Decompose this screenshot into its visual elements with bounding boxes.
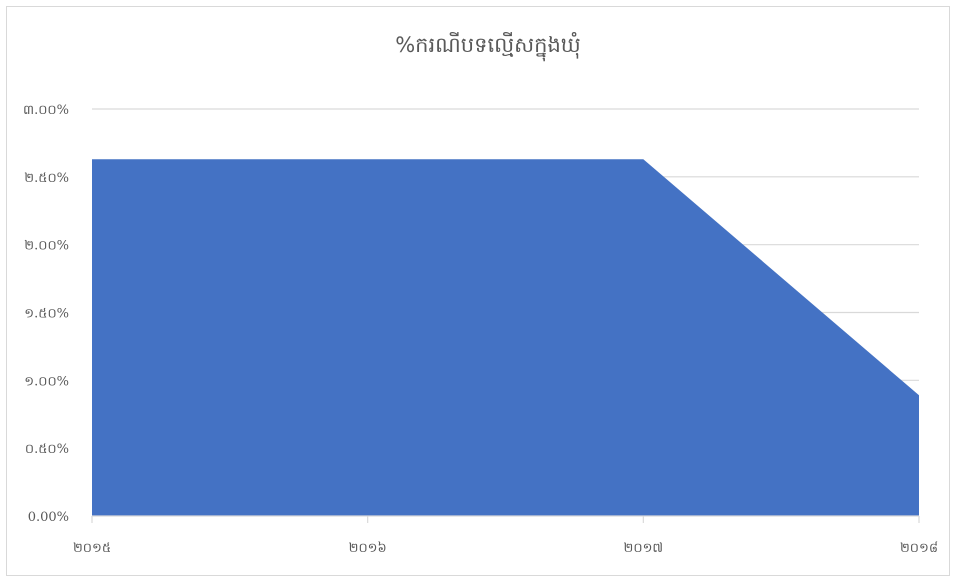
area-series [92,159,919,517]
chart-title: %ករណីបទល្មើសក្នុងឃុំ [395,32,581,62]
x-tick-label: ២០១៧ [624,541,664,556]
y-tick-label: ៣.០០% [23,103,69,118]
y-tick-label: ២.៥០% [24,171,69,186]
x-tick-label: ២០១៥ [73,541,111,556]
y-tick-label: ១.០០% [24,374,69,389]
plot-area [92,159,919,517]
x-tick-label: ២០១៨ [900,541,938,556]
x-tick-label: ២០១៦ [349,541,387,556]
y-tick-label: ០.៥០% [25,442,69,457]
y-tick-label: ២.០០% [24,239,69,254]
y-tick-label: ១.៥០% [24,307,69,322]
y-tick-label: 0.00% [28,510,69,525]
axes: 0.00% ០.៥០% ១.០០% ១.៥០% ២.០០% ២.៥០% ៣.០០% ២០១៥ ២… [23,103,938,556]
